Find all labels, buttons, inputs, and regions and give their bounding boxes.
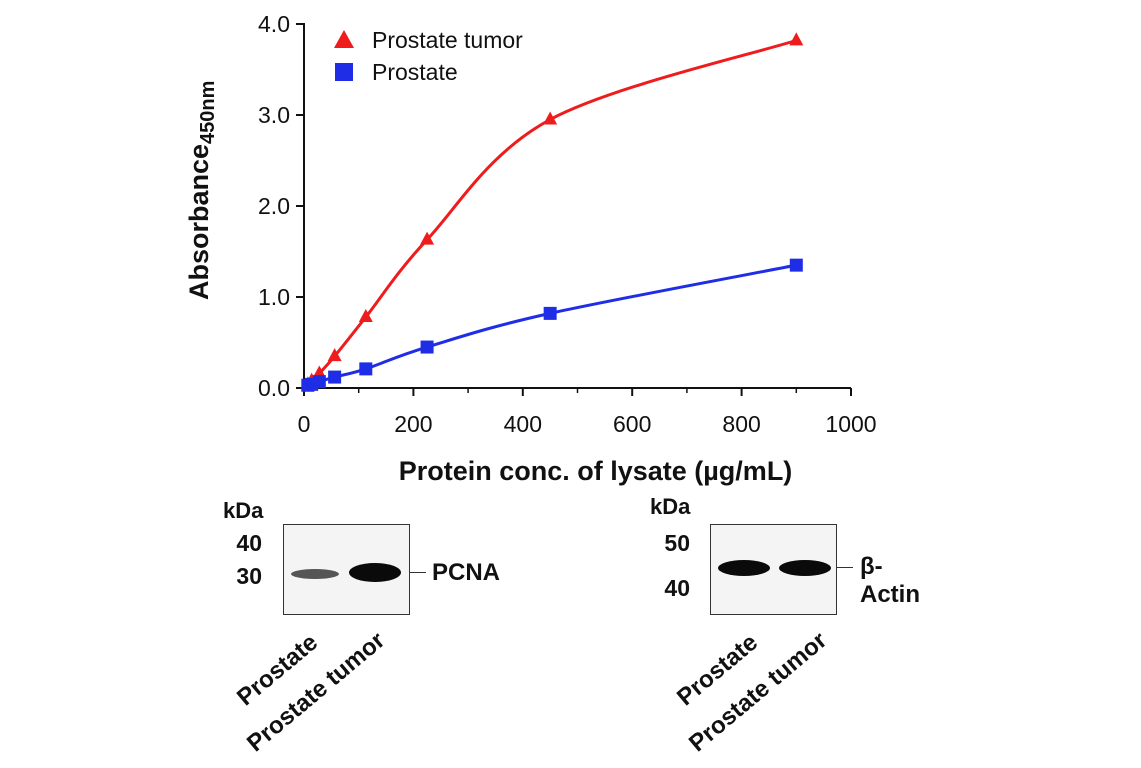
actin-band-prostate (718, 560, 770, 576)
data-point-square (420, 340, 434, 354)
legend-marker-square (335, 63, 353, 81)
x-tick-label: 200 (394, 411, 432, 437)
y-tick-label: 3.0 (258, 102, 290, 128)
series-line-0 (306, 38, 797, 386)
kda-label: kDa (223, 498, 264, 523)
pcna-pointer-line (410, 572, 426, 573)
legend-label: Prostate (372, 59, 458, 85)
data-point-square (543, 306, 557, 320)
y-axis-title: Absorbance450nm (184, 81, 219, 300)
data-point-triangle (789, 32, 804, 46)
kda-label: kDa (650, 494, 691, 519)
actin-pointer-line (837, 567, 853, 568)
data-point-square (328, 370, 342, 384)
x-tick-label: 400 (504, 411, 542, 437)
y-tick-label: 0.0 (258, 375, 290, 401)
y-tick-label: 1.0 (258, 284, 290, 310)
series-line-1 (307, 263, 797, 387)
legend-marker-triangle (334, 30, 354, 48)
legend-label: Prostate tumor (372, 27, 523, 53)
mw-marker-40: 40 (664, 575, 690, 601)
y-tick-label: 2.0 (258, 193, 290, 219)
x-tick-label: 800 (722, 411, 760, 437)
mw-marker-50: 50 (664, 530, 690, 556)
data-point-triangle (327, 348, 342, 362)
pcna-band-prostate-tumor (349, 563, 401, 582)
mw-marker-30: 30 (236, 563, 262, 589)
actin-band-prostate-tumor (779, 560, 831, 576)
actin-label: β-Actin (860, 553, 920, 608)
y-tick-label: 4.0 (258, 11, 290, 37)
mw-marker-40: 40 (236, 530, 262, 556)
x-axis-title: Protein conc. of lysate (µg/mL) (399, 456, 793, 486)
x-tick-label: 1000 (825, 411, 876, 437)
data-point-square (312, 375, 326, 389)
pcna-band-prostate (291, 569, 339, 579)
elisa-chart: 0.0 1.0 2.0 3.0 4.0 0 200 400 600 800 1000 Protein … (184, 11, 877, 486)
x-tick-label: 0 (298, 411, 311, 437)
actin-blot-image (710, 524, 837, 615)
data-point-triangle (543, 111, 558, 125)
pcna-label: PCNA (432, 559, 501, 586)
data-point-triangle (420, 231, 435, 245)
x-tick-label: 600 (613, 411, 651, 437)
data-point-triangle (358, 309, 373, 323)
data-point-square (789, 258, 803, 272)
data-point-square (359, 362, 373, 376)
pcna-blot-image (283, 524, 410, 615)
